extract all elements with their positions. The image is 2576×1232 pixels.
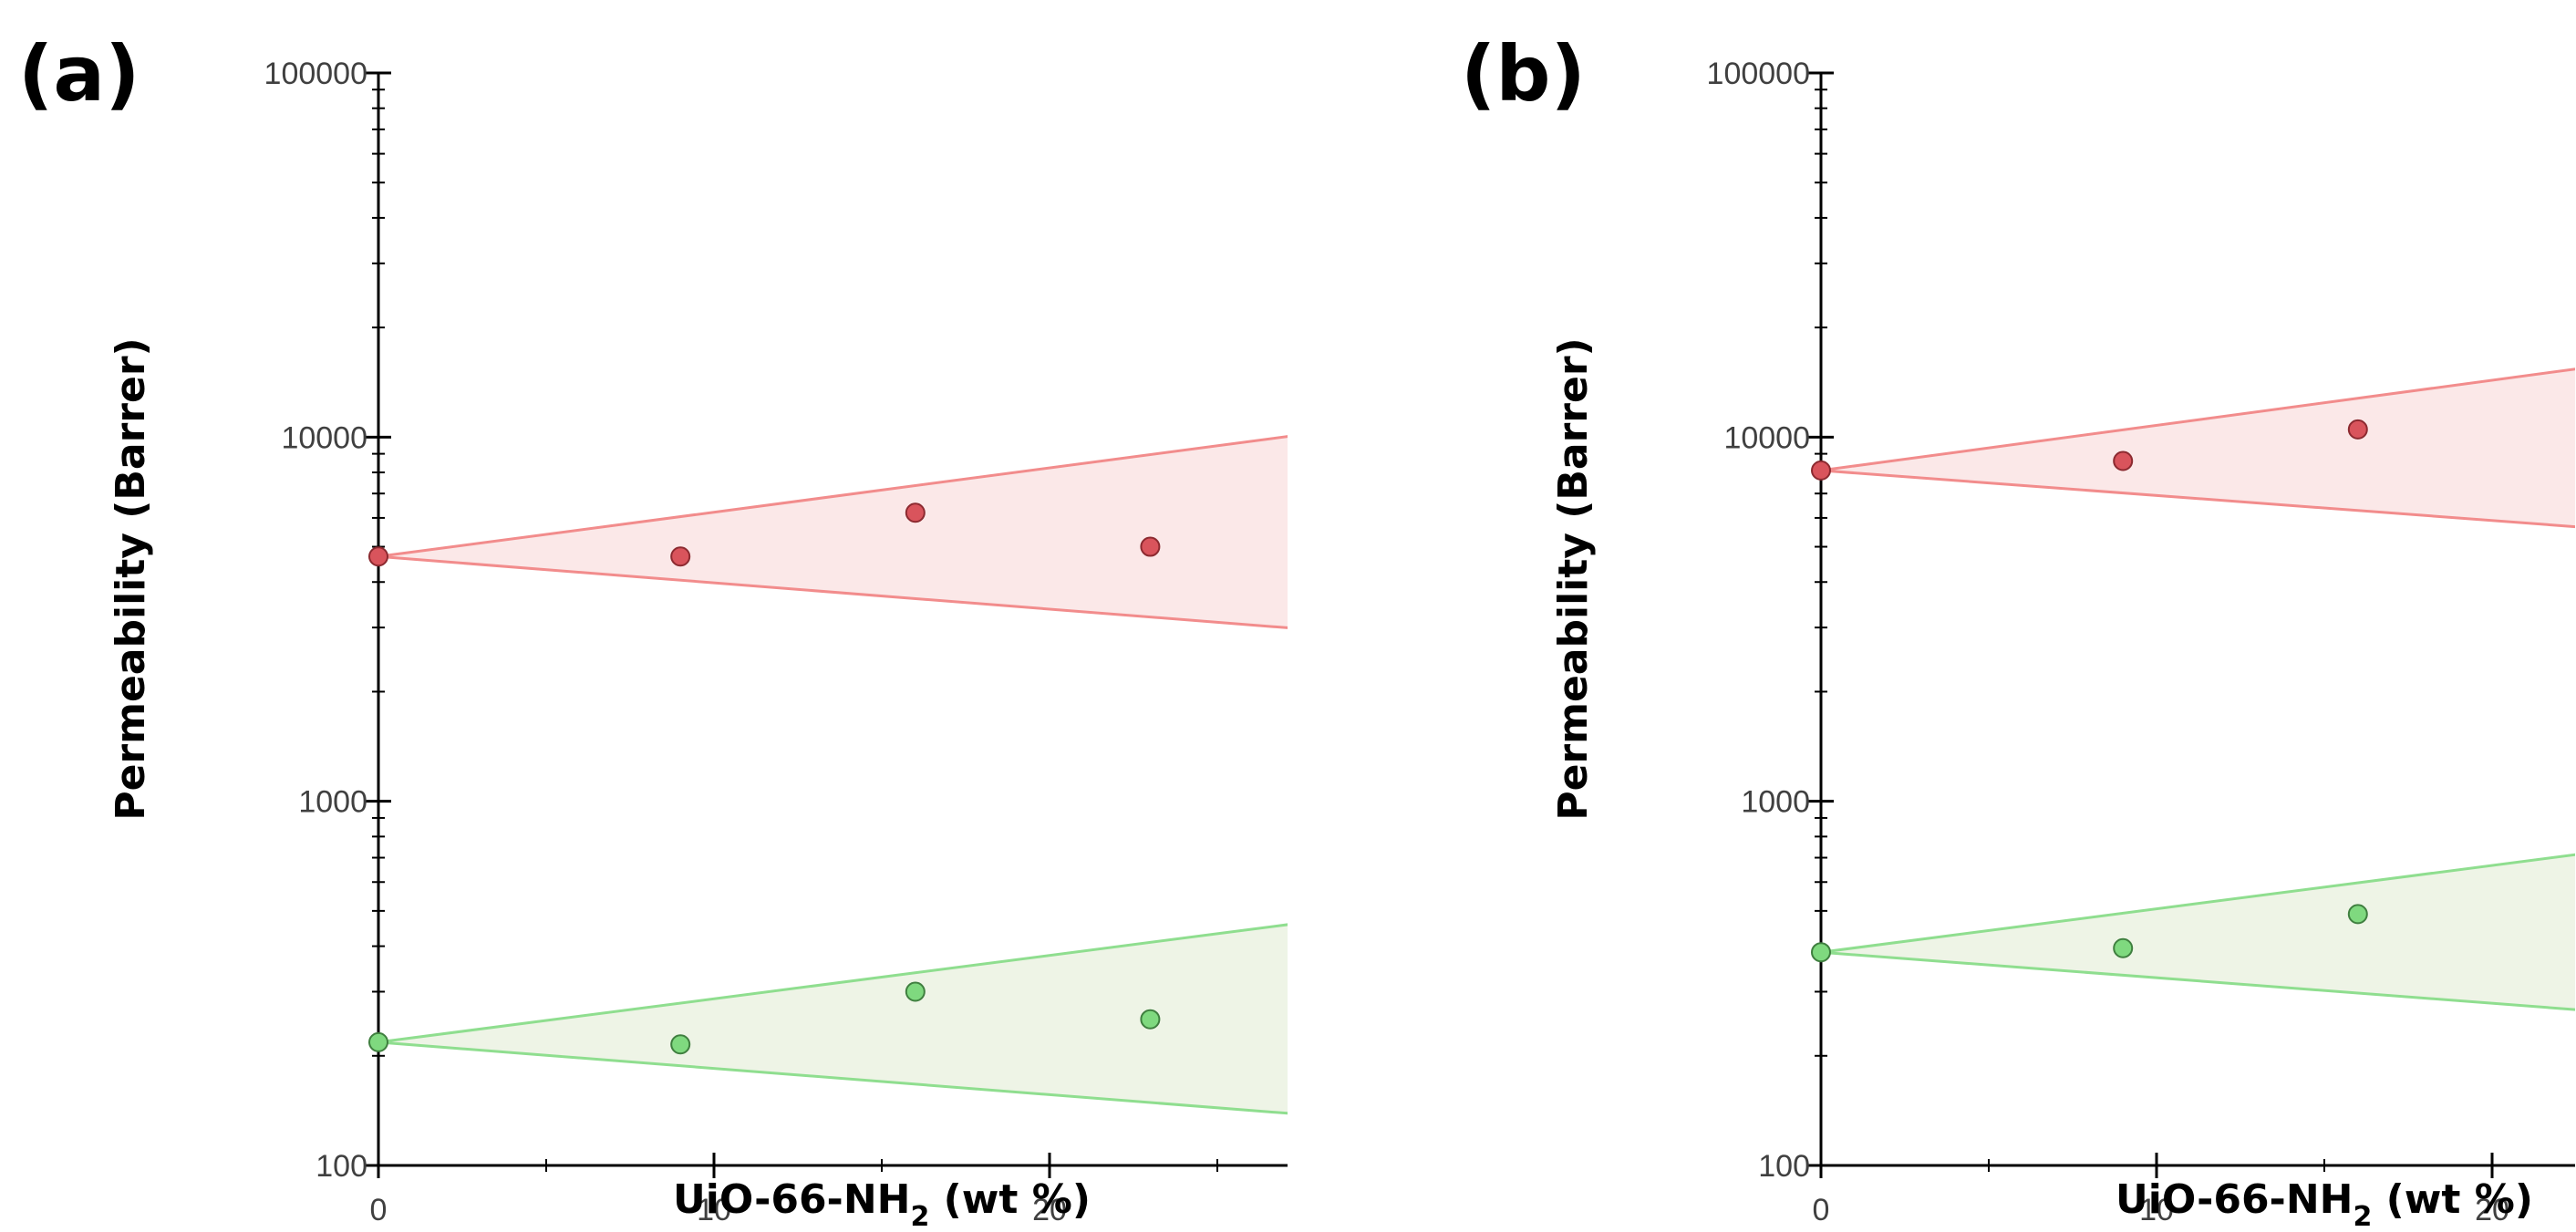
co2-data-point	[1811, 460, 1831, 481]
x-tick-label: 0	[1813, 1193, 1830, 1227]
x-tick-label: 0	[370, 1193, 388, 1227]
x-tick-label: 20	[2475, 1193, 2509, 1227]
y-tick-label: 1000	[298, 785, 367, 820]
n2-band-upper-line	[1820, 853, 2575, 954]
n2-data-point	[1140, 1009, 1161, 1030]
y-axis-title: Permeability (Barrer)	[108, 337, 154, 820]
chart-panel-a: 1001000100001000000102030CO2N2UiO-66-NH2…	[18, 29, 1288, 1232]
panel-label: (b)	[1461, 29, 1586, 119]
co2-data-point	[2347, 419, 2368, 440]
co2-data-point	[905, 502, 926, 523]
chart-a-svg: 1001000100001000000102030CO2N2UiO-66-NH2…	[18, 29, 1288, 1232]
n2-band-lower-line	[378, 1040, 1288, 1115]
co2-band-upper-line	[1820, 368, 2575, 472]
y-tick-label: 10000	[281, 420, 367, 455]
co2-data-point	[670, 546, 691, 567]
y-tick-label: 100	[1758, 1149, 1810, 1184]
x-tick-label: 10	[697, 1193, 731, 1227]
x-axis-title: UiO-66-NH2 (wt %)	[2116, 1176, 2533, 1232]
n2-band-upper-line	[378, 923, 1288, 1044]
n2-data-point	[2347, 904, 2368, 925]
x-tick-label: 20	[1032, 1193, 1067, 1227]
x-axis-title-suffix: (wt %)	[929, 1176, 1091, 1223]
y-tick-label: 100000	[1707, 57, 1810, 91]
n2-data-point	[368, 1031, 388, 1052]
chart-b-svg: 1001000100001000000102030CO2N2UiO-66-NH2…	[1461, 29, 2575, 1232]
n2-band-fill	[378, 924, 1288, 1113]
co2-band-lower-line	[378, 554, 1288, 629]
n2-band-fill	[1821, 854, 2575, 1010]
x-axis-title-main: UiO-66-NH	[2116, 1176, 2353, 1223]
x-axis-title-suffix: (wt %)	[2372, 1176, 2533, 1223]
co2-band-upper-line	[378, 435, 1288, 558]
x-axis-title-sub: 2	[910, 1201, 929, 1232]
y-tick-label: 1000	[1741, 785, 1810, 820]
co2-data-point	[1140, 536, 1161, 557]
x-axis-title-main: UiO-66-NH	[673, 1176, 910, 1223]
x-tick-label: 10	[2139, 1193, 2174, 1227]
n2-data-point	[905, 981, 926, 1002]
panel-label: (a)	[18, 29, 140, 119]
y-axis-title: Permeability (Barrer)	[1550, 337, 1597, 820]
co2-data-point	[368, 546, 388, 567]
y-tick-label: 10000	[1723, 420, 1810, 455]
n2-data-point	[670, 1034, 691, 1055]
y-tick-label: 100000	[264, 57, 367, 91]
n2-data-point	[1811, 942, 1831, 963]
n2-data-point	[2113, 937, 2134, 958]
n2-band-lower-line	[1820, 950, 2575, 1011]
co2-band-fill	[1821, 368, 2575, 527]
y-tick-label: 100	[316, 1149, 367, 1184]
co2-band-lower-line	[1820, 469, 2575, 529]
chart-panel-b: 1001000100001000000102030CO2N2UiO-66-NH2…	[1288, 0, 2575, 1232]
x-axis-title: UiO-66-NH2 (wt %)	[673, 1176, 1091, 1232]
co2-band-fill	[378, 436, 1288, 628]
co2-data-point	[2113, 450, 2134, 471]
x-axis-title-sub: 2	[2353, 1201, 2372, 1232]
